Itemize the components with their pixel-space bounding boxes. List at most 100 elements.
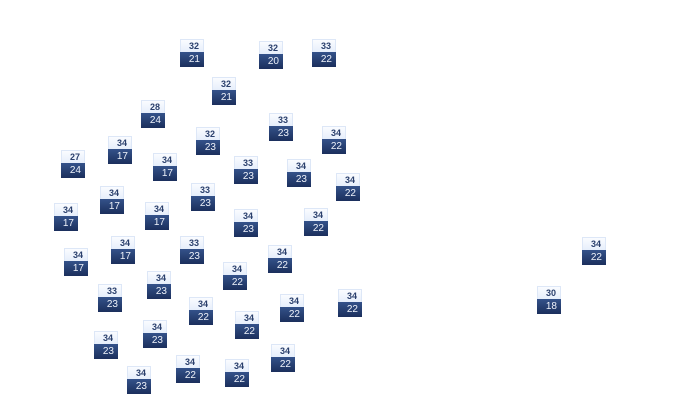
marker-low-value: 23 <box>234 169 258 184</box>
marker-low-value: 22 <box>322 139 346 154</box>
map-marker[interactable]: 34 23 <box>234 209 258 237</box>
map-marker[interactable]: 34 22 <box>268 245 292 273</box>
map-marker[interactable]: 34 22 <box>322 126 346 154</box>
map-marker[interactable]: 34 22 <box>223 262 247 290</box>
marker-low-value: 23 <box>94 344 118 359</box>
map-marker[interactable]: 34 22 <box>336 173 360 201</box>
map-marker[interactable]: 33 23 <box>180 236 204 264</box>
marker-high-value: 34 <box>189 297 213 310</box>
marker-high-value: 27 <box>61 150 85 163</box>
marker-low-value: 17 <box>54 216 78 231</box>
map-marker[interactable]: 32 21 <box>180 39 204 67</box>
map-marker[interactable]: 33 23 <box>269 113 293 141</box>
map-marker[interactable]: 34 22 <box>225 359 249 387</box>
marker-low-value: 22 <box>336 186 360 201</box>
map-marker[interactable]: 30 18 <box>537 286 561 314</box>
marker-high-value: 34 <box>280 294 304 307</box>
marker-high-value: 34 <box>147 271 171 284</box>
map-marker[interactable]: 34 22 <box>235 311 259 339</box>
map-marker[interactable]: 34 17 <box>108 136 132 164</box>
marker-high-value: 34 <box>94 331 118 344</box>
map-marker[interactable]: 34 22 <box>280 294 304 322</box>
marker-low-value: 23 <box>234 222 258 237</box>
marker-low-value: 23 <box>180 249 204 264</box>
marker-high-value: 33 <box>191 183 215 196</box>
marker-high-value: 34 <box>582 237 606 250</box>
marker-high-value: 34 <box>111 236 135 249</box>
marker-high-value: 33 <box>180 236 204 249</box>
marker-high-value: 34 <box>64 248 88 261</box>
marker-low-value: 22 <box>338 302 362 317</box>
marker-high-value: 34 <box>54 203 78 216</box>
marker-high-value: 32 <box>180 39 204 52</box>
marker-high-value: 34 <box>304 208 328 221</box>
marker-low-value: 22 <box>223 275 247 290</box>
map-marker[interactable]: 34 17 <box>145 202 169 230</box>
marker-low-value: 23 <box>269 126 293 141</box>
map-marker[interactable]: 33 22 <box>312 39 336 67</box>
marker-low-value: 23 <box>196 140 220 155</box>
marker-high-value: 34 <box>225 359 249 372</box>
map-marker[interactable]: 34 17 <box>111 236 135 264</box>
map-marker[interactable]: 34 23 <box>147 271 171 299</box>
marker-low-value: 18 <box>537 299 561 314</box>
map-marker[interactable]: 34 22 <box>582 237 606 265</box>
marker-low-value: 23 <box>143 333 167 348</box>
marker-high-value: 34 <box>145 202 169 215</box>
marker-high-value: 34 <box>268 245 292 258</box>
marker-low-value: 21 <box>180 52 204 67</box>
map-marker[interactable]: 34 22 <box>304 208 328 236</box>
marker-low-value: 17 <box>111 249 135 264</box>
map-marker[interactable]: 28 24 <box>141 100 165 128</box>
map-marker[interactable]: 34 22 <box>271 344 295 372</box>
marker-low-value: 17 <box>145 215 169 230</box>
map-marker[interactable]: 32 20 <box>259 41 283 69</box>
marker-high-value: 34 <box>336 173 360 186</box>
marker-low-value: 17 <box>153 166 177 181</box>
map-marker[interactable]: 32 23 <box>196 127 220 155</box>
map-marker[interactable]: 34 22 <box>189 297 213 325</box>
marker-low-value: 23 <box>98 297 122 312</box>
marker-low-value: 22 <box>176 368 200 383</box>
map-marker[interactable]: 34 17 <box>153 153 177 181</box>
map-marker[interactable]: 34 23 <box>127 366 151 394</box>
map-marker[interactable]: 33 23 <box>191 183 215 211</box>
marker-high-value: 34 <box>287 159 311 172</box>
marker-low-value: 17 <box>100 199 124 214</box>
map-marker[interactable]: 34 17 <box>54 203 78 231</box>
marker-low-value: 22 <box>189 310 213 325</box>
map-marker[interactable]: 33 23 <box>98 284 122 312</box>
marker-low-value: 22 <box>235 324 259 339</box>
marker-high-value: 33 <box>234 156 258 169</box>
marker-low-value: 22 <box>271 357 295 372</box>
marker-low-value: 21 <box>212 90 236 105</box>
marker-high-value: 34 <box>108 136 132 149</box>
marker-high-value: 34 <box>143 320 167 333</box>
marker-low-value: 22 <box>304 221 328 236</box>
marker-low-value: 22 <box>582 250 606 265</box>
marker-high-value: 34 <box>271 344 295 357</box>
map-marker[interactable]: 34 17 <box>100 186 124 214</box>
marker-low-value: 24 <box>141 113 165 128</box>
marker-high-value: 33 <box>98 284 122 297</box>
map-marker[interactable]: 34 23 <box>94 331 118 359</box>
map-marker[interactable]: 34 23 <box>143 320 167 348</box>
marker-high-value: 34 <box>100 186 124 199</box>
map-marker[interactable]: 34 17 <box>64 248 88 276</box>
marker-low-value: 23 <box>127 379 151 394</box>
map-marker[interactable]: 33 23 <box>234 156 258 184</box>
marker-low-value: 22 <box>225 372 249 387</box>
map-marker[interactable]: 34 23 <box>287 159 311 187</box>
map-marker[interactable]: 27 24 <box>61 150 85 178</box>
marker-high-value: 34 <box>127 366 151 379</box>
map-marker[interactable]: 34 22 <box>338 289 362 317</box>
marker-low-value: 17 <box>64 261 88 276</box>
marker-low-value: 22 <box>312 52 336 67</box>
marker-high-value: 33 <box>312 39 336 52</box>
marker-high-value: 32 <box>259 41 283 54</box>
map-marker[interactable]: 34 22 <box>176 355 200 383</box>
marker-high-value: 34 <box>176 355 200 368</box>
marker-high-value: 34 <box>322 126 346 139</box>
marker-low-value: 23 <box>191 196 215 211</box>
map-marker[interactable]: 32 21 <box>212 77 236 105</box>
